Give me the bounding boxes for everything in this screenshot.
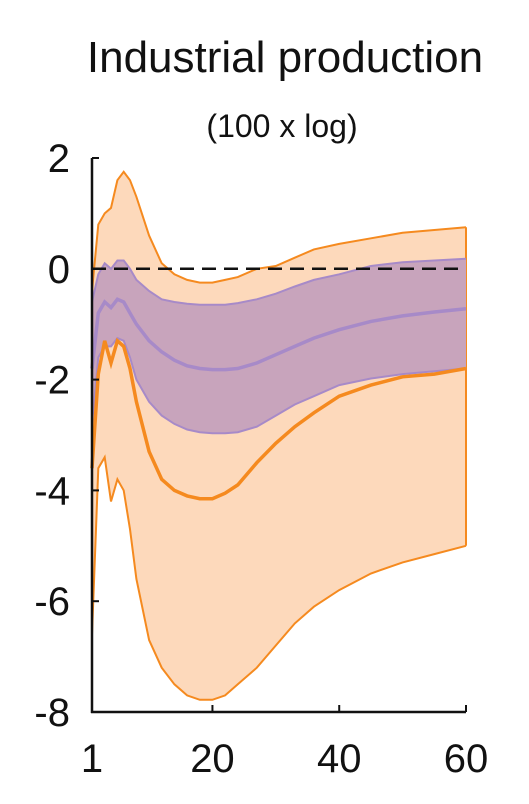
x-tick-label: 40 <box>317 737 362 781</box>
y-tick-label: -6 <box>34 580 70 624</box>
x-tick-label: 60 <box>444 737 489 781</box>
orange-upper-bound-line <box>91 170 467 292</box>
y-tick-label: 2 <box>48 137 70 181</box>
purple-confidence-band <box>92 258 466 434</box>
y-tick-label: -8 <box>34 691 70 735</box>
orange-confidence-band <box>92 171 466 700</box>
x-tick-label: 20 <box>190 737 235 781</box>
chart-subtitle: (100 x log) <box>206 108 357 144</box>
purple-upper-bound-line <box>91 257 467 306</box>
y-tick-label: -4 <box>34 469 70 513</box>
orange-median-line <box>90 337 467 501</box>
orange-lower-bound-line <box>91 454 467 701</box>
y-tick-label: -2 <box>34 359 70 403</box>
x-tick-label: 1 <box>81 737 103 781</box>
y-tick-label: 0 <box>48 248 70 292</box>
chart-title: Industrial production <box>87 33 483 82</box>
plot-area: 20-2-4-6-81 20 40 60 <box>34 137 488 781</box>
purple-lower-bound-line <box>91 336 467 435</box>
purple-median-line <box>90 297 467 372</box>
